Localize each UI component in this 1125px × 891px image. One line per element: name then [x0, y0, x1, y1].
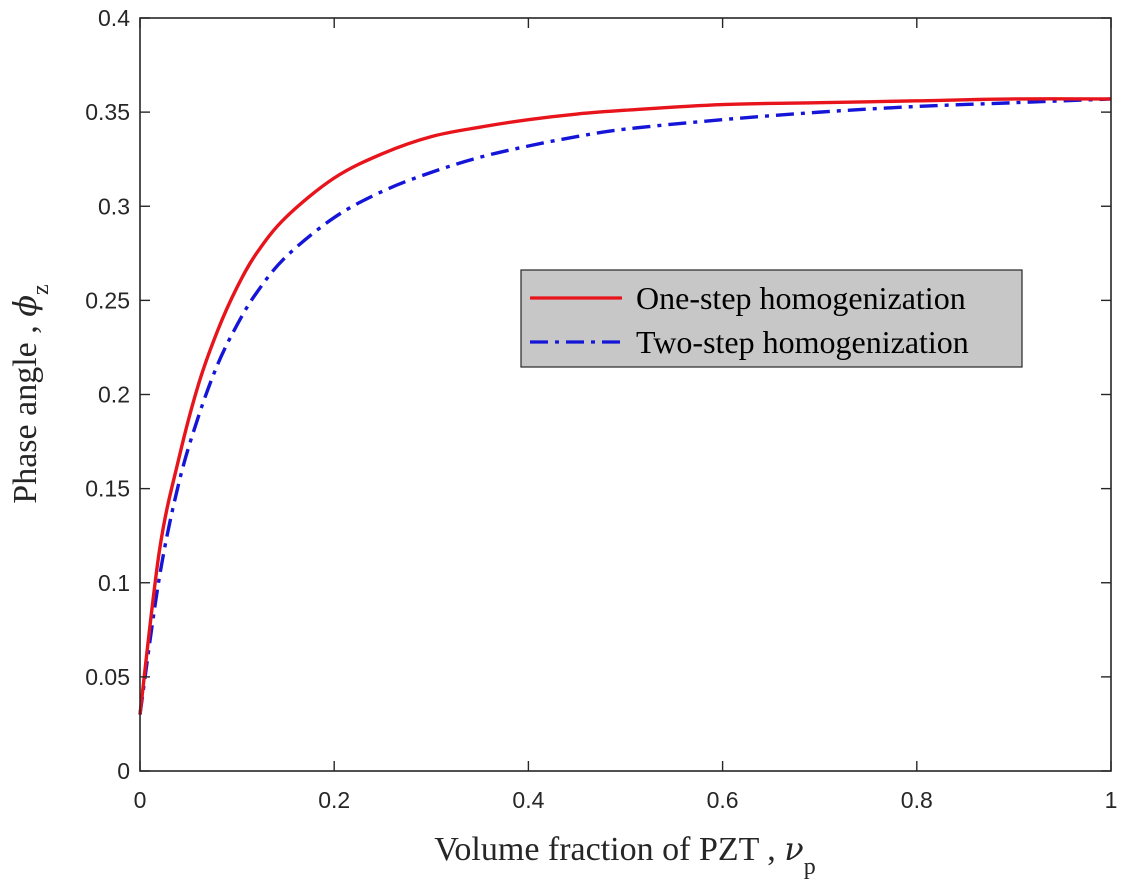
legend-label-two-step: Two-step homogenization — [636, 324, 969, 360]
x-axis-label: Volume fraction of PZT , νp — [434, 830, 815, 880]
series-line-two-step — [138, 97, 1112, 715]
series-layer — [138, 97, 1112, 715]
x-tick-label: 0.2 — [318, 787, 350, 813]
y-axis-label: Phase angle , ϕz — [6, 284, 54, 503]
y-tick-label: 0.05 — [85, 664, 130, 690]
y-tick-label: 0.3 — [98, 193, 130, 219]
legend-label-one-step: One-step homogenization — [636, 280, 966, 316]
y-tick-label: 0.35 — [85, 99, 130, 125]
x-tick-label: 0 — [134, 787, 147, 813]
y-axis-label-text: Phase angle , — [7, 317, 44, 504]
y-tick-label: 0.2 — [98, 382, 130, 408]
y-axis-symbol: ϕ — [6, 295, 44, 317]
y-tick-label: 0.1 — [98, 570, 130, 596]
x-tick-label: 1 — [1105, 787, 1118, 813]
legend-box — [520, 269, 1023, 368]
legend: One-step homogenization Two-step homogen… — [520, 269, 1023, 368]
tick-labels-layer: 0 0.2 0.4 0.6 0.8 1 0 0.05 0.1 0.15 0.2 0.25 0.3 0.35… — [85, 5, 1117, 813]
y-axis-subscript: z — [28, 284, 54, 295]
x-tick-label: 0.4 — [512, 787, 544, 813]
series-line-one-step — [138, 97, 1112, 715]
x-tick-label: 0.6 — [707, 787, 739, 813]
x-axis-subscript: p — [804, 854, 816, 880]
x-axis-symbol: ν — [784, 830, 803, 868]
y-tick-label: 0.25 — [85, 287, 130, 313]
y-tick-label: 0.15 — [85, 476, 130, 502]
plot-frame — [139, 17, 1112, 772]
x-axis-label-text: Volume fraction of PZT , — [434, 831, 784, 868]
x-tick-label: 0.8 — [901, 787, 933, 813]
y-tick-label: 0.4 — [98, 5, 130, 31]
plot-area — [140, 18, 1111, 771]
y-tick-label: 0 — [117, 758, 130, 784]
